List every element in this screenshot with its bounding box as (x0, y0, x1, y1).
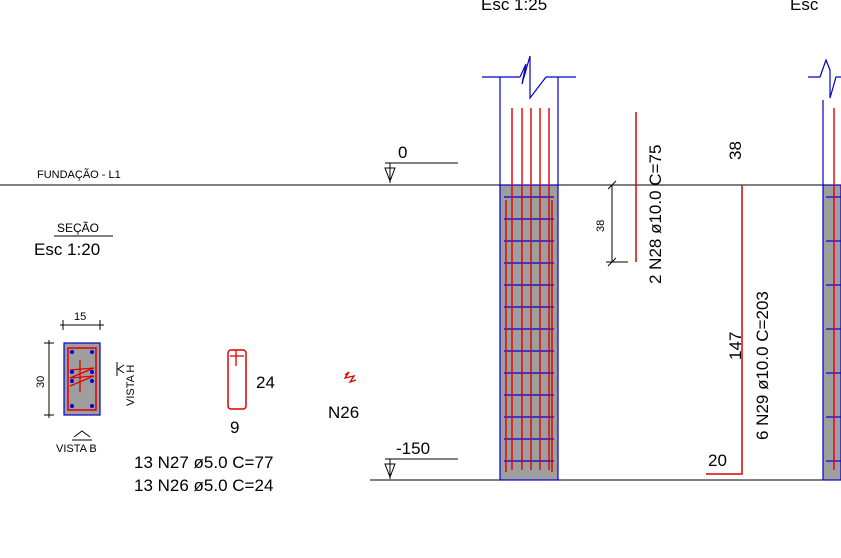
rebar-n29-top-length: 38 (726, 141, 745, 160)
rebar-n29-label: 6 N29 ø10.0 C=203 (753, 291, 772, 440)
section-title: SEÇÃO (57, 221, 99, 235)
level-zero-marker: 0 (384, 143, 458, 183)
rebar-n28-detail: 2 N28 ø10.0 C=75 38 (595, 112, 665, 284)
section-width-dim: 15 (74, 311, 86, 323)
view-b-label: VISTA B (56, 443, 97, 455)
spec-n27: 13 N27 ø5.0 C=77 (134, 453, 273, 472)
scale-label-top-left: Esc 1:25 (481, 0, 547, 14)
stirrup-detail: 24 9 N26 13 N27 ø5.0 C=77 13 N26 ø5.0 C=… (134, 349, 359, 495)
level-zero-label: 0 (398, 143, 407, 162)
view-b-marker: VISTA B (56, 430, 97, 455)
hook-label: N26 (328, 403, 359, 422)
view-h-label: VISTA H (125, 365, 137, 406)
level-bottom-label: -150 (396, 439, 430, 458)
rebar-n29-detail: 38 147 6 N29 ø10.0 C=203 20 (706, 141, 772, 475)
foundation-label: FUNDAÇÃO - L1 (37, 168, 121, 181)
rebar-n29-hook-length: 20 (708, 451, 727, 470)
section-height-dim: 30 (35, 376, 47, 388)
rebar-n29-mid-length: 147 (726, 332, 745, 360)
rebar-n28-label: 2 N28 ø10.0 C=75 (646, 145, 665, 284)
column-elevation-right (808, 58, 841, 481)
view-h-marker: VISTA H (116, 362, 137, 406)
rebar-n28-dimension: 38 (595, 220, 607, 232)
column-cross-section: 15 30 (35, 311, 104, 418)
column-elevation (482, 55, 576, 481)
stirrup-height: 24 (256, 373, 275, 392)
stirrup-width: 9 (230, 418, 239, 437)
scale-label-top-right: Esc (790, 0, 819, 14)
section-scale: Esc 1:20 (34, 240, 100, 259)
spec-n26: 13 N26 ø5.0 C=24 (134, 476, 273, 495)
level-bottom-marker: -150 (384, 439, 458, 479)
